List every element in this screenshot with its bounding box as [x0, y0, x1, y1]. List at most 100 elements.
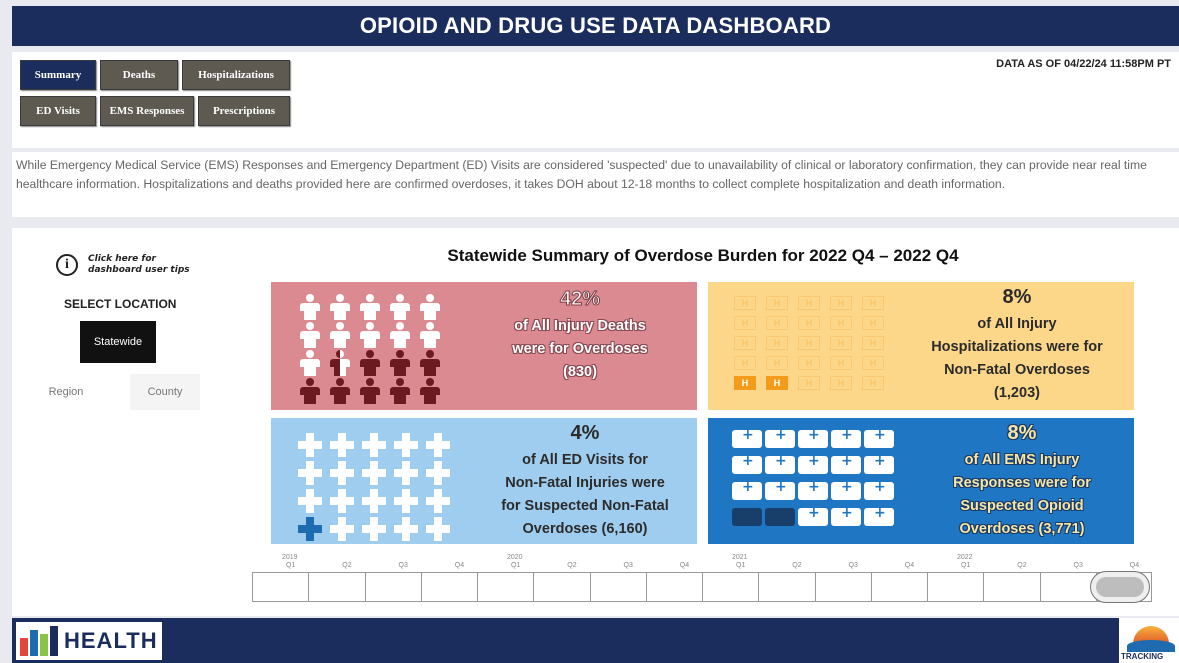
- tab-summary[interactable]: Summary: [20, 60, 96, 90]
- timeline-cell[interactable]: [983, 572, 985, 602]
- timeline-cell[interactable]: [758, 572, 760, 602]
- timeline-cell[interactable]: [702, 572, 703, 602]
- person-icon: [297, 350, 323, 376]
- location-county-button[interactable]: County: [130, 374, 200, 410]
- tab-ems-responses[interactable]: EMS Responses: [100, 96, 194, 126]
- timeline-quarter-label: Q1: [511, 562, 521, 569]
- ed-visits-line-3: for Suspected Non-Fatal: [501, 498, 669, 514]
- deaths-percent: 42%: [559, 288, 601, 311]
- deaths-text: 42% of All Injury Deaths were for Overdo…: [477, 288, 683, 384]
- timeline-cell[interactable]: [308, 572, 310, 602]
- hospital-icon: H: [798, 356, 820, 370]
- person-icon: [387, 378, 413, 404]
- timeline-cell[interactable]: [1039, 572, 1041, 602]
- timeline-cell[interactable]: [645, 572, 647, 602]
- timeline-cell[interactable]: [252, 572, 253, 602]
- person-icon: [327, 350, 353, 376]
- user-tips-link[interactable]: i Click here for dashboard user tips: [56, 254, 198, 276]
- logo-mark-icon: [20, 626, 58, 656]
- ems-line-2: Responses were for: [953, 475, 1091, 491]
- medical-cross-icon: [425, 488, 451, 514]
- tile-deaths: 42% of All Injury Deaths were for Overdo…: [271, 282, 697, 410]
- hospital-icon: H: [830, 356, 852, 370]
- hospital-icon: H: [734, 316, 756, 330]
- medical-cross-icon: [425, 460, 451, 486]
- hill-icon: [1127, 640, 1175, 652]
- ambulance-icon: [765, 505, 795, 526]
- tab-hospitalizations[interactable]: Hospitalizations: [182, 60, 290, 90]
- tab-prescriptions[interactable]: Prescriptions: [198, 96, 290, 126]
- ambulance-icon: [765, 479, 795, 500]
- person-icon: [357, 322, 383, 348]
- ed-visits-line-1: of All ED Visits for: [522, 452, 648, 468]
- timeline-year-label: 2020: [507, 554, 523, 561]
- hospitalizations-line-2: Hospitalizations were for: [931, 339, 1103, 355]
- person-icon: [297, 378, 323, 404]
- hospital-icon: H: [862, 336, 884, 350]
- description-text: While Emergency Medical Service (EMS) Re…: [16, 158, 1147, 191]
- hospital-icon: H: [766, 376, 788, 390]
- tab-deaths[interactable]: Deaths: [100, 60, 178, 90]
- person-icon: [327, 378, 353, 404]
- timeline-handle[interactable]: [1090, 571, 1150, 603]
- ambulance-icon: [864, 505, 894, 526]
- ambulance-icon: [864, 479, 894, 500]
- timeline-cell[interactable]: [870, 572, 872, 602]
- hospital-icon: H: [862, 376, 884, 390]
- medical-cross-icon: [425, 516, 451, 542]
- location-region-button[interactable]: Region: [34, 374, 98, 410]
- info-icon[interactable]: i: [56, 254, 78, 276]
- hospital-icon: H: [830, 336, 852, 350]
- medical-cross-icon: [361, 460, 387, 486]
- deaths-line-2: were for Overdoses: [512, 341, 648, 357]
- location-statewide-button[interactable]: Statewide: [80, 321, 156, 363]
- timeline-quarter-label: Q2: [567, 562, 577, 569]
- timeline-cell[interactable]: [420, 572, 422, 602]
- ems-line-4: Overdoses (3,771): [959, 521, 1085, 537]
- nav-panel: Summary Deaths Hospitalizations ED Visit…: [12, 52, 1179, 148]
- tab-ed-visits[interactable]: ED Visits: [20, 96, 96, 126]
- timeline-quarter-label: Q1: [961, 562, 971, 569]
- hospital-icon: H: [798, 296, 820, 310]
- medical-cross-icon: [297, 460, 323, 486]
- person-icon: [357, 378, 383, 404]
- ambulance-icon: [732, 505, 762, 526]
- timeline-cell[interactable]: [533, 572, 535, 602]
- tracking-logo: TRACKING: [1119, 618, 1179, 663]
- person-icon: [297, 322, 323, 348]
- timeline-quarter-label: Q2: [792, 562, 802, 569]
- ed-visits-icon-grid: [297, 432, 457, 544]
- medical-cross-icon: [361, 488, 387, 514]
- timeline-quarter-label: Q1: [736, 562, 746, 569]
- hospital-icon: H: [830, 316, 852, 330]
- timeline-cell[interactable]: [927, 572, 928, 602]
- medical-cross-icon: [393, 432, 419, 458]
- medical-cross-icon: [393, 488, 419, 514]
- user-tips-text[interactable]: Click here for dashboard user tips: [88, 254, 190, 275]
- ed-visits-line-2: Non-Fatal Injuries were: [505, 475, 665, 491]
- ems-line-3: Suspected Opioid: [960, 498, 1084, 514]
- hospital-icon: H: [734, 376, 756, 390]
- logo-text: HEALTH: [64, 628, 158, 653]
- person-icon: [297, 294, 323, 320]
- timeline-quarter-label: Q4: [454, 562, 465, 569]
- ambulance-icon: [765, 453, 795, 474]
- timeline-cell[interactable]: [814, 572, 816, 602]
- timeline-quarter-label: Q3: [398, 562, 408, 569]
- summary-panel: i Click here for dashboard user tips SEL…: [12, 228, 1179, 616]
- ambulance-icon: [798, 453, 828, 474]
- ems-icon-grid: [732, 427, 897, 534]
- timeline-cell[interactable]: [589, 572, 591, 602]
- hospitalizations-line-3: Non-Fatal Overdoses: [944, 362, 1090, 378]
- hospital-icon: H: [798, 316, 820, 330]
- tile-ems-responses: 8% of All EMS Injury Responses were for …: [708, 418, 1134, 544]
- tracking-text: TRACKING: [1121, 652, 1164, 661]
- dashboard-title: OPIOID AND DRUG USE DATA DASHBOARD: [12, 6, 1179, 46]
- person-icon: [387, 294, 413, 320]
- hospital-icon: H: [862, 316, 884, 330]
- timeline-cell[interactable]: [477, 572, 478, 602]
- quarter-timeline-slider[interactable]: Q1 Q2 Q3 Q4 Q1 Q2 Q3 Q4 Q1 Q2 Q3 Q4 Q1 Q2 Q3 Q4 2019 2020…: [252, 554, 1152, 604]
- timeline-quarter-label: Q4: [904, 562, 915, 569]
- timeline-cell[interactable]: [364, 572, 366, 602]
- footer: HEALTH TRACKING: [12, 618, 1179, 663]
